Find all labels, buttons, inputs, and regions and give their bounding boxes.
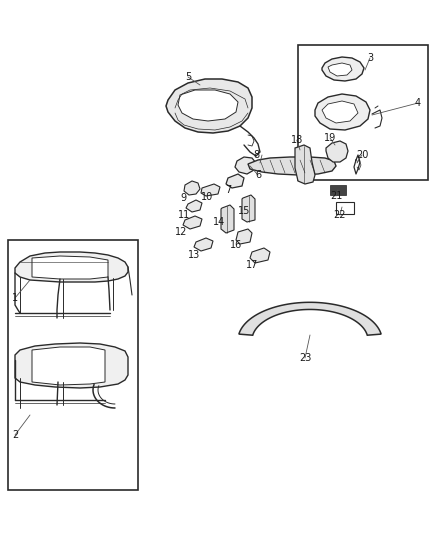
Polygon shape bbox=[315, 94, 370, 130]
Text: 23: 23 bbox=[299, 353, 311, 363]
Polygon shape bbox=[326, 141, 348, 162]
Bar bbox=[298, 45, 428, 180]
Polygon shape bbox=[322, 101, 358, 123]
Polygon shape bbox=[194, 238, 213, 251]
Text: 22: 22 bbox=[334, 210, 346, 220]
Polygon shape bbox=[15, 343, 128, 388]
Text: 9: 9 bbox=[180, 193, 186, 203]
Text: 10: 10 bbox=[201, 192, 213, 202]
Text: 3: 3 bbox=[367, 53, 373, 63]
Polygon shape bbox=[201, 184, 220, 196]
Polygon shape bbox=[236, 229, 252, 244]
Polygon shape bbox=[32, 256, 108, 279]
Polygon shape bbox=[183, 216, 202, 229]
Text: 17: 17 bbox=[246, 260, 258, 270]
Text: 2: 2 bbox=[12, 430, 18, 440]
Polygon shape bbox=[166, 79, 252, 133]
Polygon shape bbox=[242, 195, 255, 222]
Text: 4: 4 bbox=[415, 98, 421, 108]
Bar bbox=[330, 185, 346, 195]
Polygon shape bbox=[221, 205, 234, 233]
Text: 13: 13 bbox=[188, 250, 200, 260]
Text: 18: 18 bbox=[291, 135, 303, 145]
Bar bbox=[8, 240, 138, 490]
Polygon shape bbox=[248, 157, 336, 175]
Text: 20: 20 bbox=[356, 150, 368, 160]
Text: 21: 21 bbox=[330, 191, 342, 201]
Polygon shape bbox=[239, 302, 381, 335]
Text: 1: 1 bbox=[12, 293, 18, 303]
Polygon shape bbox=[328, 63, 352, 76]
Polygon shape bbox=[184, 181, 200, 195]
Text: 12: 12 bbox=[175, 227, 187, 237]
Polygon shape bbox=[250, 248, 270, 263]
Polygon shape bbox=[178, 90, 238, 121]
Text: 5: 5 bbox=[185, 72, 191, 82]
Text: 6: 6 bbox=[255, 170, 261, 180]
Polygon shape bbox=[235, 157, 256, 174]
Text: 14: 14 bbox=[213, 217, 225, 227]
Polygon shape bbox=[295, 145, 315, 184]
Text: 7: 7 bbox=[225, 185, 231, 195]
Polygon shape bbox=[322, 57, 364, 81]
Polygon shape bbox=[186, 200, 202, 212]
Polygon shape bbox=[15, 252, 128, 282]
Polygon shape bbox=[32, 347, 105, 385]
Text: 19: 19 bbox=[324, 133, 336, 143]
Text: 15: 15 bbox=[238, 206, 250, 216]
Text: 8: 8 bbox=[253, 150, 259, 160]
Polygon shape bbox=[226, 174, 244, 188]
Bar bbox=[336, 202, 354, 214]
Text: 11: 11 bbox=[178, 210, 190, 220]
Text: 16: 16 bbox=[230, 240, 242, 250]
